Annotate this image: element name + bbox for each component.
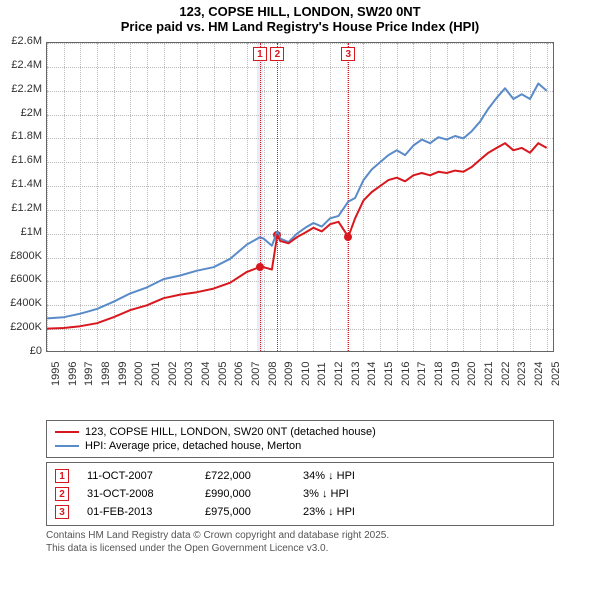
legend-label-subject: 123, COPSE HILL, LONDON, SW20 0NT (detac…: [85, 426, 376, 438]
xtick-label: 2009: [283, 362, 295, 386]
legend-row-subject: 123, COPSE HILL, LONDON, SW20 0NT (detac…: [55, 425, 545, 439]
xtick-label: 2001: [150, 362, 162, 386]
attribution-line2: This data is licensed under the Open Gov…: [46, 543, 554, 556]
ytick-label: £1.2M: [2, 202, 42, 214]
ytick-label: £2.4M: [2, 59, 42, 71]
ytick-label: £1.6M: [2, 154, 42, 166]
sale-row-flag: 2: [55, 487, 69, 501]
ytick-label: £1.4M: [2, 178, 42, 190]
xtick-label: 1999: [117, 362, 129, 386]
legend-swatch-subject: [55, 431, 79, 433]
ytick-label: £2.6M: [2, 35, 42, 47]
sale-row-diff: 23% ↓ HPI: [303, 506, 355, 518]
ytick-label: £2M: [2, 107, 42, 119]
sale-row: 3 01-FEB-2013 £975,000 23% ↓ HPI: [55, 503, 545, 521]
sale-row-diff: 34% ↓ HPI: [303, 470, 355, 482]
sale-row-date: 01-FEB-2013: [87, 506, 187, 518]
xtick-label: 2016: [400, 362, 412, 386]
ytick-label: £400K: [2, 297, 42, 309]
xtick-label: 2005: [217, 362, 229, 386]
ytick-label: £800K: [2, 250, 42, 262]
legend: 123, COPSE HILL, LONDON, SW20 0NT (detac…: [46, 420, 554, 458]
sale-row: 1 11-OCT-2007 £722,000 34% ↓ HPI: [55, 467, 545, 485]
xtick-label: 2014: [366, 362, 378, 386]
xtick-label: 2017: [416, 362, 428, 386]
xtick-label: 1998: [100, 362, 112, 386]
xtick-label: 2006: [233, 362, 245, 386]
xtick-label: 2003: [183, 362, 195, 386]
xtick-label: 2022: [500, 362, 512, 386]
sale-row-price: £975,000: [205, 506, 285, 518]
xtick-label: 2012: [333, 362, 345, 386]
xtick-label: 2018: [433, 362, 445, 386]
plot-area: 123: [46, 42, 554, 352]
xtick-label: 2011: [316, 362, 328, 386]
ytick-label: £0: [2, 345, 42, 357]
xtick-label: 2021: [483, 362, 495, 386]
title-line1: 123, COPSE HILL, LONDON, SW20 0NT: [0, 4, 600, 19]
xtick-label: 1996: [67, 362, 79, 386]
ytick-label: £2.2M: [2, 83, 42, 95]
xtick-label: 2002: [167, 362, 179, 386]
xtick-label: 2020: [466, 362, 478, 386]
ytick-label: £1.8M: [2, 130, 42, 142]
attribution: Contains HM Land Registry data © Crown c…: [46, 530, 554, 555]
sale-row-price: £990,000: [205, 488, 285, 500]
attribution-line1: Contains HM Land Registry data © Crown c…: [46, 530, 554, 543]
sale-row-date: 11-OCT-2007: [87, 470, 187, 482]
sale-row: 2 31-OCT-2008 £990,000 3% ↓ HPI: [55, 485, 545, 503]
sale-row-diff: 3% ↓ HPI: [303, 488, 349, 500]
xtick-label: 2004: [200, 362, 212, 386]
xtick-label: 2015: [383, 362, 395, 386]
xtick-label: 2024: [533, 362, 545, 386]
ytick-label: £200K: [2, 321, 42, 333]
ytick-label: £1M: [2, 226, 42, 238]
xtick-label: 2019: [450, 362, 462, 386]
legend-swatch-hpi: [55, 445, 79, 447]
xtick-label: 2023: [516, 362, 528, 386]
sale-row-flag: 3: [55, 505, 69, 519]
xtick-label: 1997: [83, 362, 95, 386]
price-chart: 123 £0 £200K £400K £600K £800K £1M £1.2M £1.4M £…: [0, 34, 600, 414]
xtick-label: 2000: [133, 362, 145, 386]
sale-row-flag: 1: [55, 469, 69, 483]
xtick-label: 2025: [550, 362, 562, 386]
xtick-label: 1995: [50, 362, 62, 386]
xtick-label: 2010: [300, 362, 312, 386]
legend-row-hpi: HPI: Average price, detached house, Mert…: [55, 439, 545, 453]
ytick-label: £600K: [2, 273, 42, 285]
sale-row-date: 31-OCT-2008: [87, 488, 187, 500]
xtick-label: 2013: [350, 362, 362, 386]
xtick-label: 2008: [267, 362, 279, 386]
legend-label-hpi: HPI: Average price, detached house, Mert…: [85, 440, 301, 452]
title-line2: Price paid vs. HM Land Registry's House …: [0, 19, 600, 34]
xtick-label: 2007: [250, 362, 262, 386]
sale-table: 1 11-OCT-2007 £722,000 34% ↓ HPI 2 31-OCT-200…: [46, 462, 554, 526]
sale-row-price: £722,000: [205, 470, 285, 482]
